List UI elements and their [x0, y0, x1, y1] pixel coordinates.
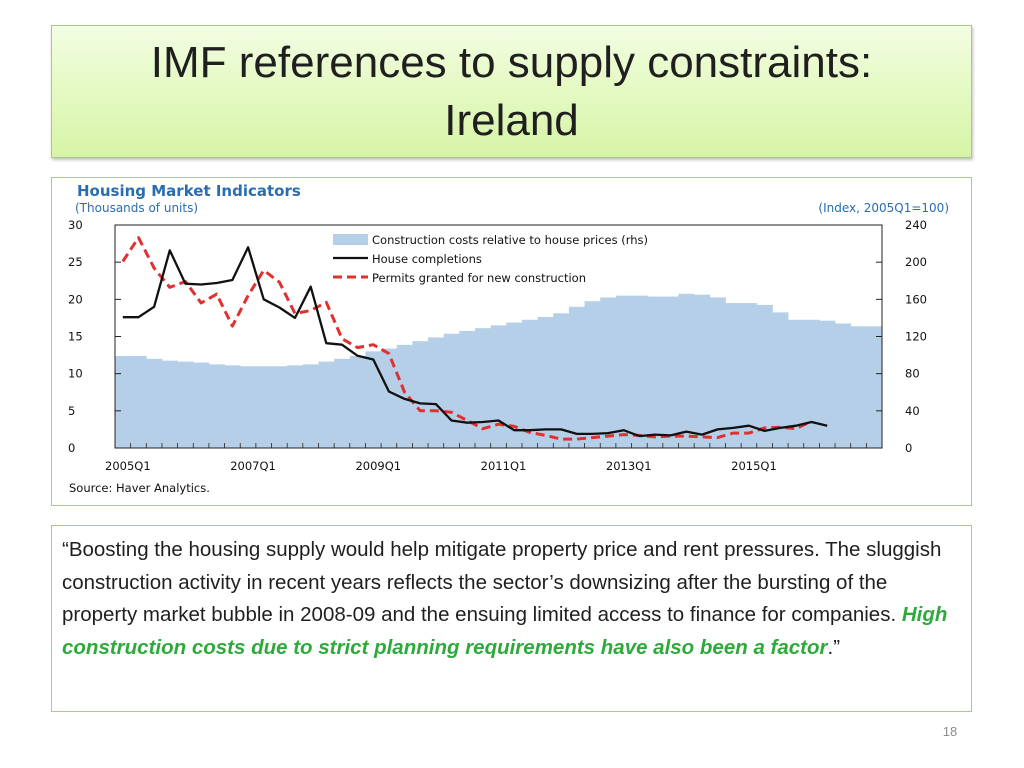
x-tick-label-5: 2015Q1 — [731, 459, 777, 473]
slide-title-line1: IMF references to supply constraints: — [150, 37, 873, 87]
quote-end: .” — [827, 635, 841, 659]
legend-swatch-costs — [333, 234, 368, 245]
slide-title: IMF references to supply constraints: Ir… — [112, 34, 912, 150]
right-tick-label-6: 240 — [905, 218, 927, 232]
cost-bar-19 — [412, 341, 429, 448]
cost-bar-13 — [318, 361, 335, 448]
legend-label-completions: House completions — [372, 252, 482, 266]
cost-bar-32 — [615, 295, 632, 448]
right-tick-label-1: 40 — [905, 404, 920, 418]
left-axis-unit: (Thousands of units) — [75, 201, 198, 215]
cost-bar-6 — [208, 364, 225, 448]
cost-bar-8 — [240, 366, 257, 448]
completions-line — [122, 246, 828, 438]
right-tick-label-0: 0 — [905, 441, 912, 455]
cost-bar-10 — [271, 366, 288, 448]
legend-label-costs: Construction costs relative to house pri… — [372, 233, 648, 247]
left-tick-label-0: 0 — [68, 441, 75, 455]
quote-panel: “Boosting the housing supply would help … — [51, 525, 972, 712]
cost-bar-20 — [428, 337, 445, 448]
cost-bar-29 — [568, 306, 585, 448]
slide-title-line2: Ireland — [444, 95, 579, 145]
slide-title-box: IMF references to supply constraints: Ir… — [51, 25, 972, 158]
cost-bar-12 — [302, 364, 319, 448]
x-tick-label-4: 2013Q1 — [606, 459, 652, 473]
cost-bar-26 — [521, 319, 539, 448]
left-tick-label-1: 5 — [68, 404, 75, 418]
cost-bar-35 — [662, 296, 679, 448]
legend-label-permits: Permits granted for new construction — [372, 271, 586, 285]
cost-bar-30 — [584, 301, 601, 448]
cost-bar-23 — [475, 328, 492, 448]
cost-bar-9 — [255, 366, 272, 448]
cost-bar-0 — [115, 356, 132, 448]
cost-bar-3 — [161, 360, 179, 448]
cost-bar-44 — [803, 319, 820, 448]
imf-quote: “Boosting the housing supply would help … — [62, 534, 961, 664]
left-tick-label-4: 20 — [68, 292, 83, 306]
cost-bar-37 — [694, 294, 711, 448]
cost-bar-24 — [490, 325, 507, 448]
permits-line — [121, 236, 813, 441]
cost-bar-39 — [725, 303, 742, 448]
right-tick-label-3: 120 — [905, 330, 927, 344]
chart-title: Housing Market Indicators — [77, 182, 301, 200]
chart-source: Source: Haver Analytics. — [69, 481, 210, 495]
x-tick-label-3: 2011Q1 — [481, 459, 527, 473]
cost-bar-18 — [396, 344, 413, 448]
cost-bar-45 — [819, 320, 836, 448]
cost-bar-34 — [647, 296, 664, 448]
cost-bar-36 — [678, 293, 695, 448]
cost-bar-22 — [459, 330, 476, 448]
left-tick-label-6: 30 — [68, 218, 83, 232]
cost-bar-11 — [287, 365, 304, 448]
x-tick-label-2: 2009Q1 — [355, 459, 401, 473]
cost-bar-46 — [835, 323, 852, 448]
cost-bar-41 — [756, 304, 773, 448]
left-tick-label-5: 25 — [68, 255, 83, 269]
chart-panel: Housing Market Indicators (Thousands of … — [51, 177, 972, 506]
left-tick-label-3: 15 — [68, 330, 83, 344]
cost-bar-38 — [709, 297, 726, 448]
cost-bar-25 — [506, 322, 523, 448]
cost-bar-7 — [224, 365, 241, 448]
right-tick-label-5: 200 — [905, 255, 927, 269]
cost-bar-15 — [349, 356, 366, 448]
right-tick-label-4: 160 — [905, 292, 927, 306]
cost-bar-2 — [146, 358, 163, 448]
cost-bar-31 — [600, 297, 617, 448]
right-axis-unit: (Index, 2005Q1=100) — [818, 201, 949, 215]
x-tick-label-1: 2007Q1 — [230, 459, 276, 473]
cost-bar-21 — [443, 333, 460, 448]
series-lines — [121, 236, 828, 441]
cost-bar-4 — [177, 361, 194, 448]
left-tick-label-2: 10 — [68, 367, 83, 381]
quote-highlight: High construction costs due to strict pl… — [62, 603, 948, 659]
cost-bar-43 — [788, 319, 805, 448]
cost-bar-40 — [741, 303, 758, 448]
cost-bar-33 — [631, 295, 648, 448]
axis-ticks: 0 5 10 15 20 25 30 0 40 80 120 160 200 240 2005Q1 2007Q… — [68, 218, 927, 473]
cost-bar-27 — [537, 316, 554, 448]
quote-text: “Boosting the housing supply would help … — [62, 538, 942, 626]
cost-bar-42 — [772, 312, 789, 448]
x-tick-label-0: 2005Q1 — [105, 459, 151, 473]
page-number: 18 — [942, 724, 958, 739]
housing-market-chart: Housing Market Indicators (Thousands of … — [68, 182, 949, 495]
cost-bar-17 — [381, 348, 398, 448]
cost-bar-1 — [130, 356, 147, 448]
right-tick-label-2: 80 — [905, 367, 920, 381]
cost-bar-47 — [850, 326, 867, 448]
cost-bar-14 — [334, 358, 351, 448]
chart-legend: Construction costs relative to house pri… — [333, 233, 648, 285]
cost-bar-48 — [866, 326, 883, 448]
cost-bar-16 — [365, 351, 382, 448]
cost-bar-5 — [193, 362, 210, 448]
cost-bar-28 — [553, 313, 570, 448]
